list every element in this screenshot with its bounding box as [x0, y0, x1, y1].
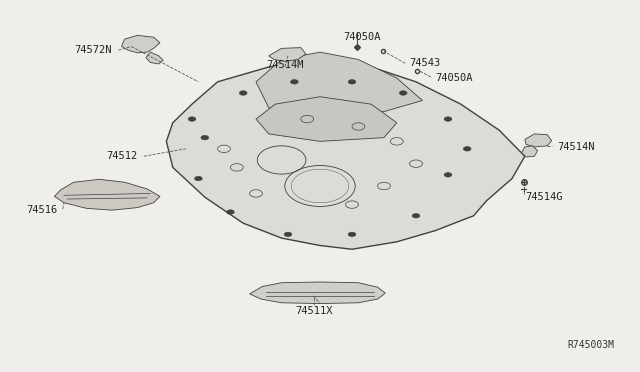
- Text: 74514M: 74514M: [266, 60, 303, 70]
- Text: 74512: 74512: [106, 151, 138, 161]
- Polygon shape: [256, 52, 422, 115]
- Polygon shape: [54, 179, 160, 210]
- Circle shape: [291, 80, 298, 84]
- Text: 74050A: 74050A: [435, 73, 473, 83]
- Circle shape: [444, 117, 452, 121]
- Text: 74514N: 74514N: [557, 142, 595, 152]
- Circle shape: [284, 232, 292, 237]
- Circle shape: [188, 117, 196, 121]
- Circle shape: [463, 147, 471, 151]
- Text: 74543: 74543: [410, 58, 441, 68]
- Text: 74511X: 74511X: [295, 306, 332, 315]
- Circle shape: [399, 91, 407, 95]
- Text: 74050A: 74050A: [343, 32, 380, 42]
- Polygon shape: [522, 146, 538, 157]
- Polygon shape: [146, 52, 163, 64]
- Polygon shape: [122, 35, 160, 53]
- Circle shape: [201, 135, 209, 140]
- Circle shape: [444, 173, 452, 177]
- Text: 74514G: 74514G: [525, 192, 563, 202]
- Circle shape: [348, 80, 356, 84]
- Circle shape: [195, 176, 202, 181]
- Circle shape: [412, 214, 420, 218]
- Circle shape: [239, 91, 247, 95]
- Text: R745003M: R745003M: [568, 340, 614, 350]
- Text: 74572N: 74572N: [74, 45, 112, 55]
- Circle shape: [227, 210, 234, 214]
- Polygon shape: [256, 97, 397, 141]
- Text: 74516: 74516: [26, 205, 58, 215]
- Polygon shape: [250, 282, 385, 304]
- Polygon shape: [166, 60, 525, 249]
- Polygon shape: [269, 48, 306, 61]
- Polygon shape: [525, 134, 552, 147]
- Circle shape: [348, 232, 356, 237]
